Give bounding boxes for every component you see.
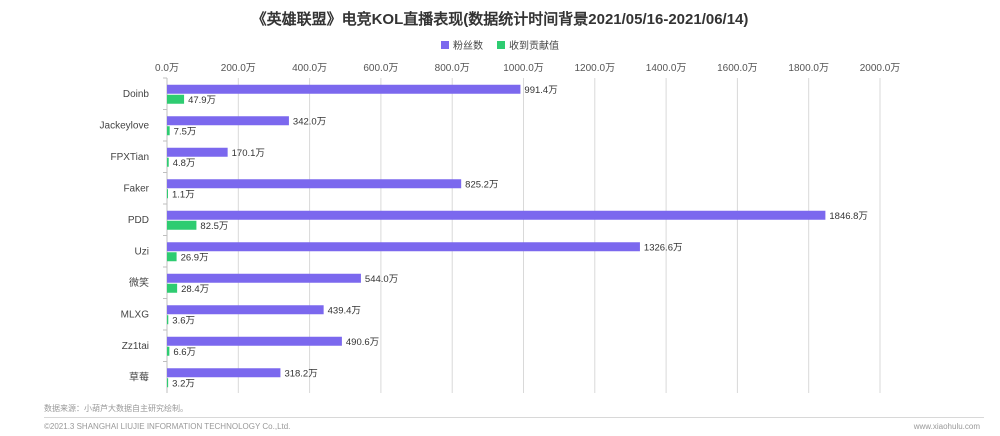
data-label-fans: 825.2万 bbox=[465, 179, 498, 190]
source-note: 数据来源：小葫芦大数据自主研究绘制。 bbox=[44, 404, 188, 413]
website-text: www.xiaohulu.com bbox=[913, 422, 980, 431]
bar-fans bbox=[167, 273, 361, 283]
bar-contribution bbox=[167, 126, 170, 136]
category-label: PDD bbox=[128, 215, 149, 226]
x-tick-label: 2000.0万 bbox=[860, 63, 901, 74]
legend-label-fans: 粉丝数 bbox=[453, 41, 483, 52]
x-tick-label: 0.0万 bbox=[155, 63, 179, 74]
legend-swatch-fans bbox=[441, 40, 449, 49]
data-label-fans: 439.4万 bbox=[328, 305, 361, 316]
category-label: Uzi bbox=[135, 246, 149, 257]
data-label-contribution: 4.8万 bbox=[173, 158, 196, 169]
legend-item-contribution: 收到贡献值 bbox=[497, 37, 559, 52]
legend-item-fans: 粉丝数 bbox=[441, 37, 483, 52]
bar-contribution bbox=[167, 189, 168, 199]
bar-contribution bbox=[167, 94, 185, 104]
bar-contribution bbox=[167, 220, 197, 230]
bar-contribution bbox=[167, 283, 178, 293]
data-label-contribution: 26.9万 bbox=[181, 252, 209, 263]
bar-fans bbox=[167, 116, 289, 126]
bar-contribution bbox=[167, 346, 170, 356]
bar-contribution bbox=[167, 157, 169, 167]
data-label-contribution: 3.2万 bbox=[172, 378, 195, 389]
data-label-fans: 342.0万 bbox=[293, 116, 326, 127]
chart-title: 《英雄联盟》电竞KOL直播表现(数据统计时间背景2021/05/16-2021/… bbox=[251, 11, 749, 28]
x-tick-label: 1000.0万 bbox=[503, 63, 544, 74]
category-label: MLXG bbox=[121, 309, 150, 320]
bar-fans bbox=[167, 242, 640, 252]
data-label-fans: 1326.6万 bbox=[644, 242, 683, 253]
data-label-fans: 991.4万 bbox=[524, 85, 557, 96]
data-label-contribution: 47.9万 bbox=[188, 95, 216, 106]
data-label-fans: 318.2万 bbox=[284, 368, 317, 379]
chart-legend: 粉丝数 收到贡献值 bbox=[0, 37, 1000, 52]
x-tick-label: 800.0万 bbox=[435, 63, 470, 74]
data-label-contribution: 82.5万 bbox=[200, 221, 228, 232]
x-tick-label: 1600.0万 bbox=[717, 63, 758, 74]
category-label: Jackeylove bbox=[100, 120, 150, 131]
copyright-text: ©2021.3 SHANGHAI LIUJIE INFORMATION TECH… bbox=[44, 422, 291, 431]
bar-fans bbox=[167, 305, 324, 315]
category-label: 草莓 bbox=[129, 371, 149, 383]
x-tick-label: 400.0万 bbox=[292, 63, 327, 74]
bar-contribution bbox=[167, 252, 177, 262]
legend-swatch-contribution bbox=[497, 40, 505, 49]
bar-contribution bbox=[167, 315, 169, 325]
x-tick-label: 1200.0万 bbox=[575, 63, 616, 74]
bar-fans bbox=[167, 336, 342, 346]
bar-fans bbox=[167, 84, 521, 94]
category-label: 微笑 bbox=[129, 276, 149, 289]
legend-label-contribution: 收到贡献值 bbox=[509, 41, 559, 52]
bar-contribution bbox=[167, 378, 169, 388]
x-tick-label: 1800.0万 bbox=[788, 63, 829, 74]
data-label-contribution: 7.5万 bbox=[174, 126, 197, 137]
data-label-fans: 544.0万 bbox=[365, 274, 398, 285]
data-label-contribution: 6.6万 bbox=[173, 347, 196, 358]
category-label: Doinb bbox=[123, 89, 150, 100]
footer-divider bbox=[44, 417, 984, 418]
x-tick-label: 600.0万 bbox=[363, 63, 398, 74]
data-label-fans: 170.1万 bbox=[232, 148, 265, 159]
category-label: Zz1tai bbox=[122, 341, 149, 352]
data-label-contribution: 1.1万 bbox=[172, 189, 195, 200]
data-label-contribution: 28.4万 bbox=[181, 284, 209, 295]
bar-fans bbox=[167, 147, 228, 157]
x-tick-label: 1400.0万 bbox=[646, 63, 687, 74]
data-label-fans: 1846.8万 bbox=[829, 211, 868, 222]
category-label: FPXTian bbox=[110, 152, 149, 163]
bar-fans bbox=[167, 210, 826, 220]
bar-fans bbox=[167, 179, 462, 189]
data-label-contribution: 3.6万 bbox=[172, 315, 195, 326]
bar-fans bbox=[167, 368, 281, 378]
data-label-fans: 490.6万 bbox=[346, 337, 379, 348]
category-label: Faker bbox=[123, 183, 149, 194]
x-tick-label: 200.0万 bbox=[221, 63, 256, 74]
